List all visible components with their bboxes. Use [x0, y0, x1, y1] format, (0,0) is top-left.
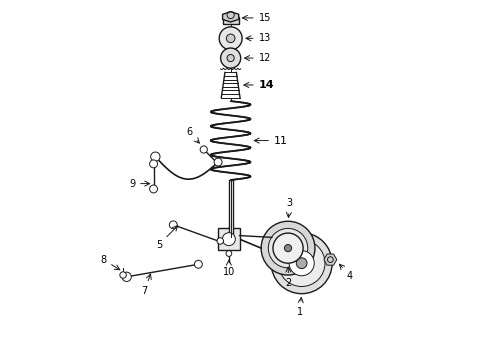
Circle shape: [269, 228, 308, 268]
Bar: [223, 17, 239, 24]
Circle shape: [289, 251, 314, 276]
Circle shape: [261, 221, 315, 275]
Circle shape: [151, 152, 160, 161]
Circle shape: [226, 251, 232, 256]
Text: 1: 1: [297, 297, 303, 316]
Circle shape: [278, 238, 298, 258]
Text: 13: 13: [246, 33, 271, 43]
Text: 11: 11: [254, 136, 288, 145]
Circle shape: [226, 34, 235, 42]
Text: 10: 10: [223, 260, 235, 277]
Circle shape: [227, 54, 234, 62]
Circle shape: [120, 272, 126, 278]
Circle shape: [149, 160, 157, 168]
Text: 4: 4: [340, 264, 353, 281]
Circle shape: [217, 238, 223, 244]
Circle shape: [195, 260, 202, 268]
Text: 15: 15: [243, 13, 271, 23]
Polygon shape: [222, 12, 239, 22]
Text: 12: 12: [245, 53, 271, 63]
Text: 5: 5: [156, 226, 178, 249]
Circle shape: [214, 158, 222, 166]
Text: 7: 7: [142, 274, 151, 296]
Text: 3: 3: [287, 198, 293, 217]
Text: 8: 8: [100, 255, 120, 270]
Text: 2: 2: [286, 267, 292, 288]
Bar: [228, 180, 233, 237]
Circle shape: [149, 185, 157, 193]
Polygon shape: [324, 254, 337, 265]
Text: 9: 9: [129, 179, 149, 189]
Circle shape: [273, 233, 303, 263]
Text: 14: 14: [244, 80, 274, 90]
Circle shape: [200, 146, 207, 153]
Circle shape: [296, 258, 307, 269]
Circle shape: [219, 27, 242, 50]
Circle shape: [170, 221, 177, 229]
Bar: [218, 228, 240, 250]
Circle shape: [278, 240, 325, 287]
Circle shape: [271, 233, 332, 294]
Text: 6: 6: [186, 127, 199, 143]
Circle shape: [220, 48, 241, 68]
Circle shape: [285, 244, 292, 252]
Circle shape: [222, 233, 235, 246]
Circle shape: [122, 272, 131, 282]
